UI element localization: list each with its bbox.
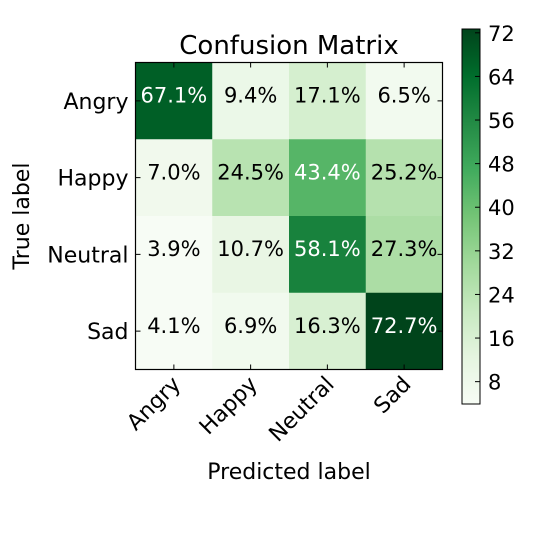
heatmap-cell <box>289 62 367 140</box>
heatmap-cell <box>365 62 443 140</box>
heatmap-cell <box>135 62 213 140</box>
cell-value-label: 6.9% <box>224 314 277 338</box>
heatmap-cell <box>289 292 367 370</box>
heatmap-cell <box>365 139 443 217</box>
heatmap-cells <box>135 62 443 370</box>
cell-value-label: 24.5% <box>217 160 284 184</box>
colorbar-ticks: 8 16 24 32 40 48 56 64 72 <box>475 22 515 395</box>
colorbar-tick-label: 24 <box>488 283 515 307</box>
plot-frame <box>134 61 444 371</box>
cell-value-label: 3.9% <box>147 237 200 261</box>
y-axis-ticks: Angry Happy Neutral Sad <box>47 90 443 345</box>
heatmap-cell <box>212 216 290 294</box>
colorbar-tick-label: 72 <box>488 22 515 46</box>
cell-value-label: 67.1% <box>141 84 208 108</box>
colorbar-tick-label: 16 <box>488 327 515 351</box>
heatmap-cell <box>365 292 443 370</box>
heatmap-cell <box>212 62 290 140</box>
colorbar-tick-label: 48 <box>488 153 515 177</box>
cell-value-label: 58.1% <box>294 237 361 261</box>
x-tick-label: Sad <box>369 372 416 419</box>
y-tick-label: Happy <box>58 167 129 192</box>
heatmap-cell <box>212 139 290 217</box>
colorbar-tick-label: 32 <box>488 240 515 264</box>
cell-value-label: 7.0% <box>147 160 200 184</box>
x-tick-label: Angry <box>122 372 186 436</box>
cell-value-label: 25.2% <box>371 160 438 184</box>
cell-value-label: 4.1% <box>147 314 200 338</box>
heatmap-cell <box>365 216 443 294</box>
cell-value-label: 16.3% <box>294 314 361 338</box>
cell-value-label: 43.4% <box>294 160 361 184</box>
chart-title: Confusion Matrix <box>179 31 398 61</box>
cell-value-label: 27.3% <box>371 237 438 261</box>
heatmap-cell-labels: 67.1% 9.4% 17.1% 6.5% 7.0% 24.5% 43.4% 25.2% 3.9… <box>141 84 438 338</box>
cell-value-label: 6.5% <box>377 84 430 108</box>
colorbar-tick-label: 8 <box>488 371 501 395</box>
cell-value-label: 9.4% <box>224 84 277 108</box>
heatmap-cell <box>289 216 367 294</box>
x-tick-label: Neutral <box>265 372 340 447</box>
heatmap-cell <box>135 139 213 217</box>
colorbar-tick-label: 40 <box>488 196 515 220</box>
y-axis-label: True label <box>10 163 35 271</box>
colorbar <box>461 28 481 405</box>
x-axis-label: Predicted label <box>207 460 370 485</box>
cell-value-label: 72.7% <box>371 314 438 338</box>
y-tick-label: Sad <box>87 320 128 345</box>
colorbar-tick-label: 64 <box>488 65 515 89</box>
heatmap-cell <box>212 292 290 370</box>
y-tick-label: Angry <box>63 90 128 115</box>
heatmap-cell <box>135 216 213 294</box>
x-tick-label: Happy <box>195 372 263 440</box>
heatmap-cell <box>135 292 213 370</box>
colorbar-tick-label: 56 <box>488 109 515 133</box>
cell-value-label: 10.7% <box>217 237 284 261</box>
y-tick-label: Neutral <box>47 243 128 268</box>
cell-value-label: 17.1% <box>294 84 361 108</box>
heatmap-cell <box>289 139 367 217</box>
